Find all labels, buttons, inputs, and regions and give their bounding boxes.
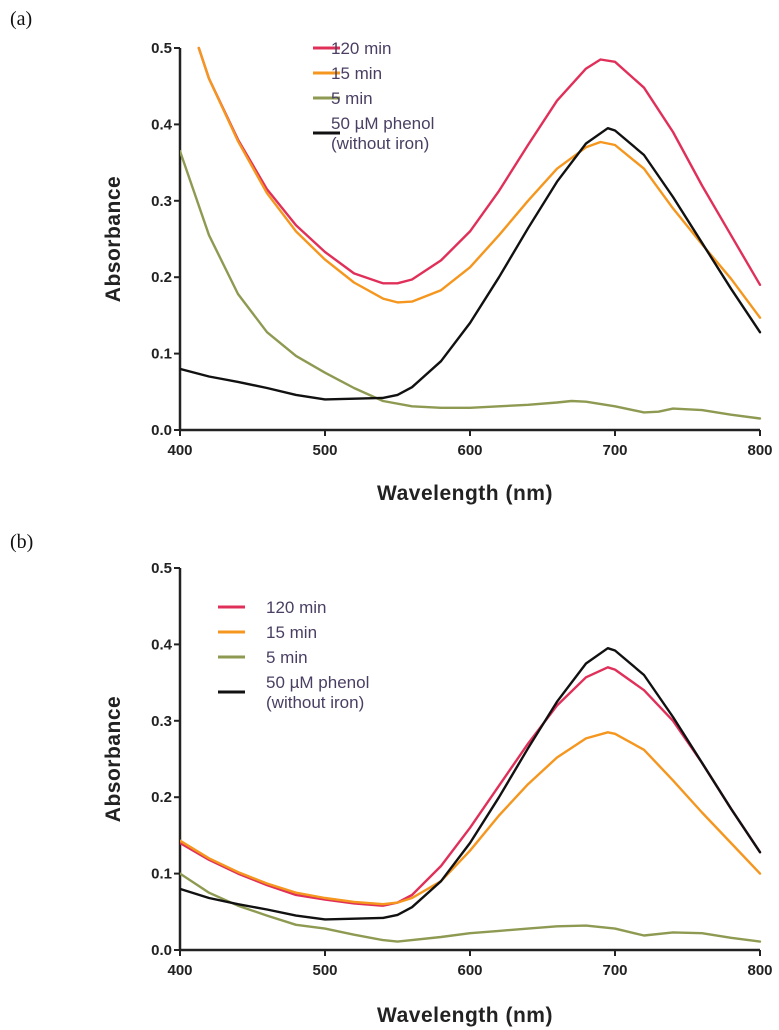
x-tick-label: 800 — [747, 442, 772, 459]
chart-panel-b: (b) 0.0 0.1 0.2 0.3 0.4 0.5 400 500 600 700 800 Wave… — [10, 531, 773, 1027]
y-tick-label: 0.2 — [151, 269, 172, 286]
legend: 120 min 15 min 5 min 50 µM phenol (without i… — [313, 39, 434, 153]
y-tick-label: 0.4 — [151, 636, 173, 653]
series-line-15-min — [197, 46, 762, 319]
legend-label: 5 min — [331, 89, 373, 108]
x-axis-title: Wavelength (nm) — [377, 1004, 553, 1027]
x-tick-label: 800 — [747, 962, 772, 979]
x-tick-label: 700 — [602, 962, 627, 979]
series-line-15-min — [180, 731, 762, 906]
chart-panel-a: (a) 0.0 0.1 0.2 0.3 0.4 0.5 400 500 600 700 800 Wave… — [10, 8, 773, 505]
y-tick-label: 0.1 — [151, 346, 172, 363]
y-axis-title: Absorbance — [102, 176, 125, 302]
legend-label: 50 µM phenol (without iron) — [331, 114, 434, 153]
y-tick-label: 0.3 — [151, 193, 172, 210]
legend: 120 min 15 min 5 min 50 µM phenol (without i… — [218, 598, 369, 712]
x-tick-label: 400 — [167, 442, 192, 459]
legend-label: 50 µM phenol (without iron) — [266, 673, 369, 712]
panel-label: (a) — [10, 8, 32, 30]
x-tick-label: 700 — [602, 442, 627, 459]
series-line-120-min — [180, 666, 762, 907]
legend-label: 120 min — [331, 39, 391, 58]
series-line-5-min — [180, 872, 762, 943]
x-tick-label: 500 — [312, 962, 337, 979]
y-tick-label: 0.0 — [151, 942, 172, 959]
series-line-50-m-phenol — [180, 647, 762, 921]
legend-label: 5 min — [266, 648, 308, 667]
x-tick-label: 600 — [457, 442, 482, 459]
x-tick-label: 400 — [167, 962, 192, 979]
y-tick-label: 0.2 — [151, 789, 172, 806]
series-line-5-min — [180, 149, 762, 420]
series-line-50-m-phenol — [180, 126, 762, 401]
y-tick-label: 0.3 — [151, 713, 172, 730]
legend-label: 15 min — [331, 64, 382, 83]
legend-label: 120 min — [266, 598, 326, 617]
y-axis-title: Absorbance — [102, 696, 125, 822]
series-line-120-min — [197, 46, 762, 286]
panel-label: (b) — [10, 531, 33, 553]
x-tick-label: 600 — [457, 962, 482, 979]
y-tick-label: 0.4 — [151, 116, 173, 133]
x-axis-title: Wavelength (nm) — [377, 482, 553, 505]
y-tick-label: 0.5 — [151, 40, 172, 57]
y-tick-label: 0.1 — [151, 866, 172, 883]
legend-label: 15 min — [266, 623, 317, 642]
y-tick-label: 0.0 — [151, 422, 172, 439]
y-tick-label: 0.5 — [151, 560, 172, 577]
x-tick-label: 500 — [312, 442, 337, 459]
